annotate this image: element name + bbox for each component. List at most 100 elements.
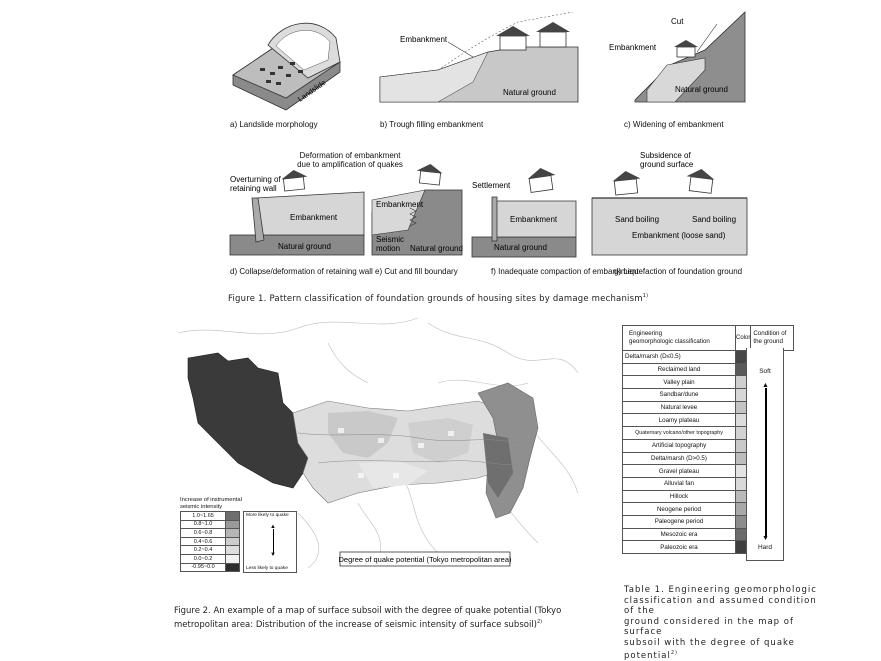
sand-boiling-label-2: Sand boiling [692,215,736,224]
soft-label: Soft [747,368,783,375]
landslide-morphology-diagram: Landslide [228,10,348,120]
embankment-label-f: Embankment [510,215,558,224]
natural-ground-label-d: Natural ground [278,242,331,251]
panel-d-label: d) Collapse/deformation of retaining wal… [230,267,373,276]
settlement-label: Settlement [472,181,511,190]
figure-1-caption-text: Figure 1. Pattern classification of foun… [228,294,643,304]
table-1-caption-line4: subsoil with the degree of quake potenti… [624,638,824,661]
cut-label: Cut [671,17,684,26]
overturning-label-2: retaining wall [230,184,277,193]
panel-e-label: e) Cut and fill boundary [375,267,458,276]
header-classification-1: Engineering [629,330,733,338]
overturning-label-1: Overturning of [230,175,281,184]
widening-embankment-diagram: Cut Embankment Natural ground [605,10,750,105]
table-1-caption-line2: classification and assumed condition of … [624,596,824,617]
classification-cell: Quaternary volcano/other topography [623,427,736,440]
table-1: Engineering geomorphologic classificatio… [622,325,794,554]
table-1-caption-ref: 2) [671,650,678,656]
legend-row: 0.4~0.6 [181,537,240,546]
figure-1-caption-ref: 1) [643,293,649,299]
map-label: Degree of quake potential (Tokyo metropo… [338,555,512,564]
natural-ground-label-b: Natural ground [503,88,556,97]
legend-arrow-box: More likely to quake ▲ ▼ Less likely to … [243,511,297,573]
liquefaction-diagram: Subsidence of ground surface Sand boilin… [590,150,750,258]
figure-2-caption-ref: 2) [537,619,542,625]
legend-range-cell: 0.2~0.4 [181,546,226,555]
legend-range-cell: 0.4~0.6 [181,537,226,546]
legend-swatch [226,537,240,546]
natural-ground-label-f: Natural ground [494,243,547,252]
loose-sand-label: Embankment (loose sand) [632,231,726,240]
classification-cell: Alluvial fan [623,477,736,490]
classification-cell: Loamy plateau [623,414,736,427]
classification-cell: Mesozoic era [623,528,736,541]
legend-row: 0.0~0.2 [181,554,240,563]
figure-1-caption: Figure 1. Pattern classification of foun… [228,293,648,304]
figure-2-caption: Figure 2. An example of a map of surface… [174,606,594,631]
inadequate-compaction-diagram: Settlement Embankment Natural ground [470,165,578,258]
map-legend: Increase of instrumental seismic intensi… [180,497,297,572]
less-likely-label: Less likely to quake [246,566,288,571]
trough-filling-diagram: Embankment Natural ground [378,12,588,104]
natural-ground-label-c: Natural ground [675,85,728,94]
subsidence-label-1: Subsidence of [640,151,691,160]
legend-range-cell: 0.0~0.2 [181,554,226,563]
panel-a-label: a) Landslide morphology [230,120,318,129]
figure-2-caption-line2: metropolitan area: Distribution of the i… [174,617,594,631]
classification-cell: Paleozoic era [623,541,736,554]
classification-cell: Hillock [623,490,736,503]
embankment-label-d: Embankment [290,213,338,222]
legend-range-cell: 1.0~1.65 [181,512,226,521]
figure-2-caption-line2-text: metropolitan area: Distribution of the i… [174,620,537,630]
classification-cell: Delta/marsh (D≤0.5) [623,351,736,364]
seismic-label-1: Seismic [376,235,404,244]
legend-down-arrow: ▼ [270,552,276,558]
classification-cell: Neogene period [623,503,736,516]
condition-arrow-shaft [765,388,767,538]
legend-swatch [226,529,240,538]
classification-cell: Gravel plateau [623,465,736,478]
legend-range-cell: 0.8~1.0 [181,520,226,529]
more-likely-label: More likely to quake [246,513,289,518]
panel-c-label: c) Widening of embankment [624,120,724,129]
legend-swatch [226,546,240,555]
embankment-label-e: Embankment [376,200,424,209]
legend-row: 1.0~1.65 [181,512,240,521]
seismic-label-2: motion [376,244,400,253]
header-classification-2: geomorphologic classification [629,338,733,346]
header-color: Color [736,326,751,351]
classification-cell: Delta/marsh (D>0.5) [623,452,736,465]
deformation-label: Deformation of embankment due to amplifi… [296,151,404,169]
table-1-caption-line1: Table 1. Engineering geomorphologic [624,585,824,596]
embankment-label-c: Embankment [609,43,657,52]
legend-swatch [226,563,240,572]
legend-title-2: seismic intensity [180,504,297,511]
legend-row: 0.6~0.8 [181,529,240,538]
classification-cell: Artificial topography [623,439,736,452]
figure-2-caption-line1: Figure 2. An example of a map of surface… [174,606,594,617]
header-classification: Engineering geomorphologic classificatio… [623,326,736,351]
classification-cell: Valley plain [623,376,736,389]
header-condition-1: Condition of [753,330,791,338]
legend-range-cell: 0.6~0.8 [181,529,226,538]
header-condition-2: the ground [753,338,791,346]
condition-column: Soft ▲ ▼ Hard [746,348,784,561]
hard-label: Hard [747,544,783,551]
deformation-label-2: due to amplification of quakes [296,160,404,169]
legend-swatch [226,520,240,529]
table-1-caption-line4-text: subsoil with the degree of quake potenti… [624,638,795,661]
deformation-label-1: Deformation of embankment [296,151,404,160]
embankment-label-b: Embankment [400,35,448,44]
legend-range-cell: -0.95~0.0 [181,563,226,572]
classification-cell: Reclaimed land [623,363,736,376]
legend-row: -0.95~0.0 [181,563,240,572]
panel-g-label: g) Liquefaction of foundation ground [614,267,742,276]
header-condition: Condition of the ground [751,326,794,351]
legend-row: 0.2~0.4 [181,546,240,555]
panel-b-label: b) Trough filling embankment [380,120,483,129]
table-1-caption-line3: ground considered in the map of surface [624,617,824,638]
legend-swatch [226,554,240,563]
legend-arrow-shaft [273,529,274,553]
natural-ground-label-e: Natural ground [410,244,463,253]
